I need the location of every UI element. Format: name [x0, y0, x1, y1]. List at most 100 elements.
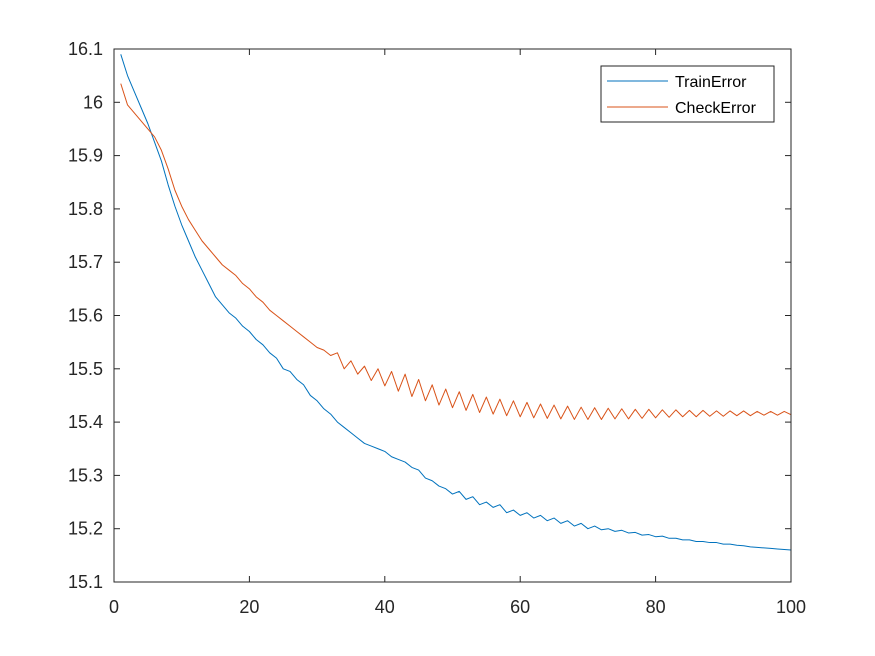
data-point-trainerror [256, 339, 257, 340]
y-tick-label: 15.6 [68, 306, 103, 326]
data-point-checkerror [506, 415, 507, 416]
data-point-trainerror [438, 485, 439, 486]
y-tick-label: 16.1 [68, 39, 103, 59]
data-point-checkerror [452, 407, 453, 408]
data-point-trainerror [411, 467, 412, 468]
data-point-checkerror [310, 342, 311, 343]
data-point-checkerror [520, 416, 521, 417]
data-point-checkerror [465, 410, 466, 411]
data-point-checkerror [621, 408, 622, 409]
data-point-checkerror [716, 410, 717, 411]
data-point-checkerror [723, 416, 724, 417]
data-point-trainerror [770, 548, 771, 549]
data-point-trainerror [195, 256, 196, 257]
data-point-trainerror [608, 528, 609, 529]
data-point-checkerror [154, 136, 155, 137]
data-point-checkerror [662, 409, 663, 410]
data-point-trainerror [330, 414, 331, 415]
data-point-checkerror [215, 256, 216, 257]
data-point-trainerror [377, 448, 378, 449]
data-point-checkerror [134, 112, 135, 113]
series-line-checkerror [120, 83, 792, 420]
data-point-checkerror [757, 411, 758, 412]
data-point-checkerror [574, 419, 575, 420]
data-point-trainerror [682, 539, 683, 540]
data-point-checkerror [249, 288, 250, 289]
data-point-trainerror [621, 530, 622, 531]
data-point-trainerror [689, 539, 690, 540]
data-point-checkerror [283, 320, 284, 321]
data-point-checkerror [147, 128, 148, 129]
series-layer [120, 54, 792, 551]
data-point-trainerror [614, 531, 615, 532]
data-point-trainerror [249, 331, 250, 332]
data-point-checkerror [729, 410, 730, 411]
data-point-checkerror [540, 403, 541, 404]
data-point-trainerror [702, 541, 703, 542]
data-point-trainerror [228, 312, 229, 313]
data-point-checkerror [350, 360, 351, 361]
data-point-checkerror [323, 350, 324, 351]
data-point-trainerror [750, 546, 751, 547]
data-point-trainerror [581, 523, 582, 524]
data-point-checkerror [675, 409, 676, 410]
data-point-trainerror [560, 523, 561, 524]
data-point-trainerror [641, 535, 642, 536]
data-point-checkerror [641, 418, 642, 419]
data-point-trainerror [662, 536, 663, 537]
ticks-layer: 0 20 40 60 80 100 15.1 15.2 15.3 15.4 15.5 15.6 15.7… [68, 39, 806, 617]
data-point-trainerror [222, 304, 223, 305]
data-point-trainerror [364, 443, 365, 444]
data-point-checkerror [486, 396, 487, 397]
y-tick-label: 15.8 [68, 199, 103, 219]
data-point-checkerror [228, 270, 229, 271]
data-point-checkerror [526, 402, 527, 403]
data-point-checkerror [682, 416, 683, 417]
data-point-checkerror [222, 264, 223, 265]
y-tick-label: 16 [83, 92, 103, 112]
data-point-checkerror [648, 409, 649, 410]
axes-box [113, 48, 792, 583]
data-point-trainerror [425, 477, 426, 478]
data-point-trainerror [723, 544, 724, 545]
legend-label-checkerror: CheckError [675, 100, 757, 117]
data-point-trainerror [465, 499, 466, 500]
data-point-checkerror [337, 352, 338, 353]
data-point-trainerror [154, 142, 155, 143]
data-point-checkerror [472, 394, 473, 395]
x-tick-label: 60 [510, 597, 530, 617]
data-point-checkerror [161, 150, 162, 151]
data-point-trainerror [729, 544, 730, 545]
data-point-checkerror [696, 416, 697, 417]
data-point-checkerror [743, 410, 744, 411]
data-point-trainerror [716, 542, 717, 543]
data-point-checkerror [513, 400, 514, 401]
data-point-trainerror [188, 240, 189, 241]
data-point-trainerror [174, 206, 175, 207]
data-point-checkerror [330, 355, 331, 356]
y-tick-label: 15.9 [68, 146, 103, 166]
data-point-trainerror [357, 437, 358, 438]
x-tick-label: 0 [109, 597, 119, 617]
data-point-checkerror [479, 412, 480, 413]
y-tick-label: 15.2 [68, 519, 103, 539]
data-point-trainerror [479, 504, 480, 505]
data-point-checkerror [127, 104, 128, 105]
data-point-checkerror [702, 410, 703, 411]
data-point-checkerror [750, 415, 751, 416]
data-point-trainerror [418, 469, 419, 470]
data-point-checkerror [763, 415, 764, 416]
data-point-checkerror [188, 219, 189, 220]
data-point-trainerror [777, 548, 778, 549]
data-point-checkerror [567, 406, 568, 407]
data-point-trainerror [398, 459, 399, 460]
data-point-checkerror [276, 315, 277, 316]
data-point-checkerror [459, 391, 460, 392]
data-point-trainerror [283, 368, 284, 369]
data-point-trainerror [696, 541, 697, 542]
data-point-trainerror [317, 400, 318, 401]
data-point-trainerror [574, 525, 575, 526]
data-point-trainerror [384, 451, 385, 452]
y-tick-label: 15.7 [68, 252, 103, 272]
